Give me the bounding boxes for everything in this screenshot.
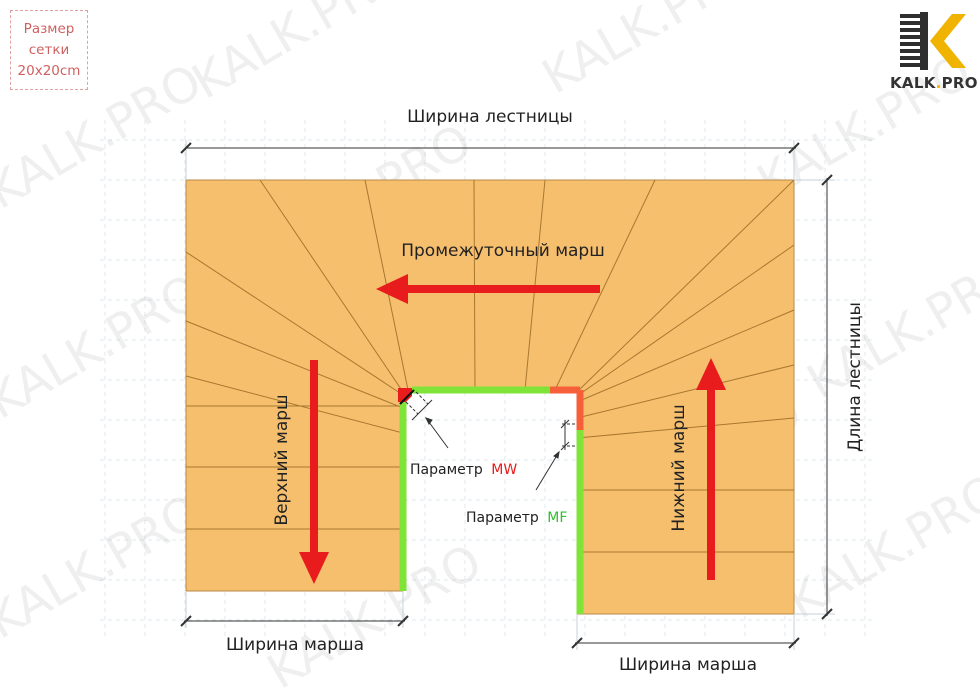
dimension-lines [180, 140, 835, 650]
grid-size-line2: сетки [28, 41, 70, 58]
mw-dimension [405, 391, 449, 449]
mf-dimension [535, 419, 575, 491]
mf-parameter-code: MF [547, 510, 567, 526]
flight-width-left-label: Ширина марша [226, 635, 364, 655]
intermediate-flight-label: Промежуточный марш [401, 241, 605, 261]
lower-flight-arrow [696, 358, 726, 580]
flight-width-right-label: Ширина марша [619, 655, 757, 675]
mf-parameter-label: Параметр MF [466, 510, 567, 526]
watermark: KALK.PRO [533, 0, 766, 105]
mf-parameter-word: Параметр [466, 510, 539, 526]
step-lines [185, 179, 795, 553]
stair-width-label: Ширина лестницы [407, 107, 573, 127]
edge-red-left-corner [398, 388, 412, 402]
intermediate-flight-arrow [376, 274, 600, 304]
mw-parameter-word: Параметр [410, 462, 483, 478]
grid-size-box: Размер сетки 20x20cm [10, 10, 88, 90]
logo-text: KALK.PRO [890, 74, 978, 92]
logo-mark-icon [900, 12, 966, 70]
mw-parameter-label: Параметр MW [410, 462, 517, 478]
flight-arrows [299, 274, 726, 584]
upper-flight-label: Верхний марш [272, 394, 292, 525]
grid-size-line1: Размер [23, 20, 75, 37]
logo-text-main: KALK [890, 74, 936, 92]
watermark: KALK.PRO [183, 0, 416, 110]
upper-flight-arrow [299, 360, 329, 584]
watermark: KALK.PRO [798, 243, 980, 410]
watermark: KALK.PRO [778, 463, 980, 630]
inner-edge-highlights [398, 386, 584, 614]
lower-flight-label: Нижний марш [669, 404, 689, 531]
kalk-pro-logo: KALK.PRO [890, 8, 978, 96]
watermark: KALK.PRO [0, 483, 211, 650]
grid-size-line3: 20x20cm [17, 62, 81, 79]
mw-bevel-line [399, 389, 415, 405]
logo-text-dot: . [935, 74, 942, 92]
stair-length-label: Длина лестницы [845, 302, 865, 452]
logo-text-suffix: PRO [941, 74, 978, 92]
mw-parameter-code: MW [491, 462, 517, 478]
watermark: KALK.PRO [0, 263, 211, 430]
